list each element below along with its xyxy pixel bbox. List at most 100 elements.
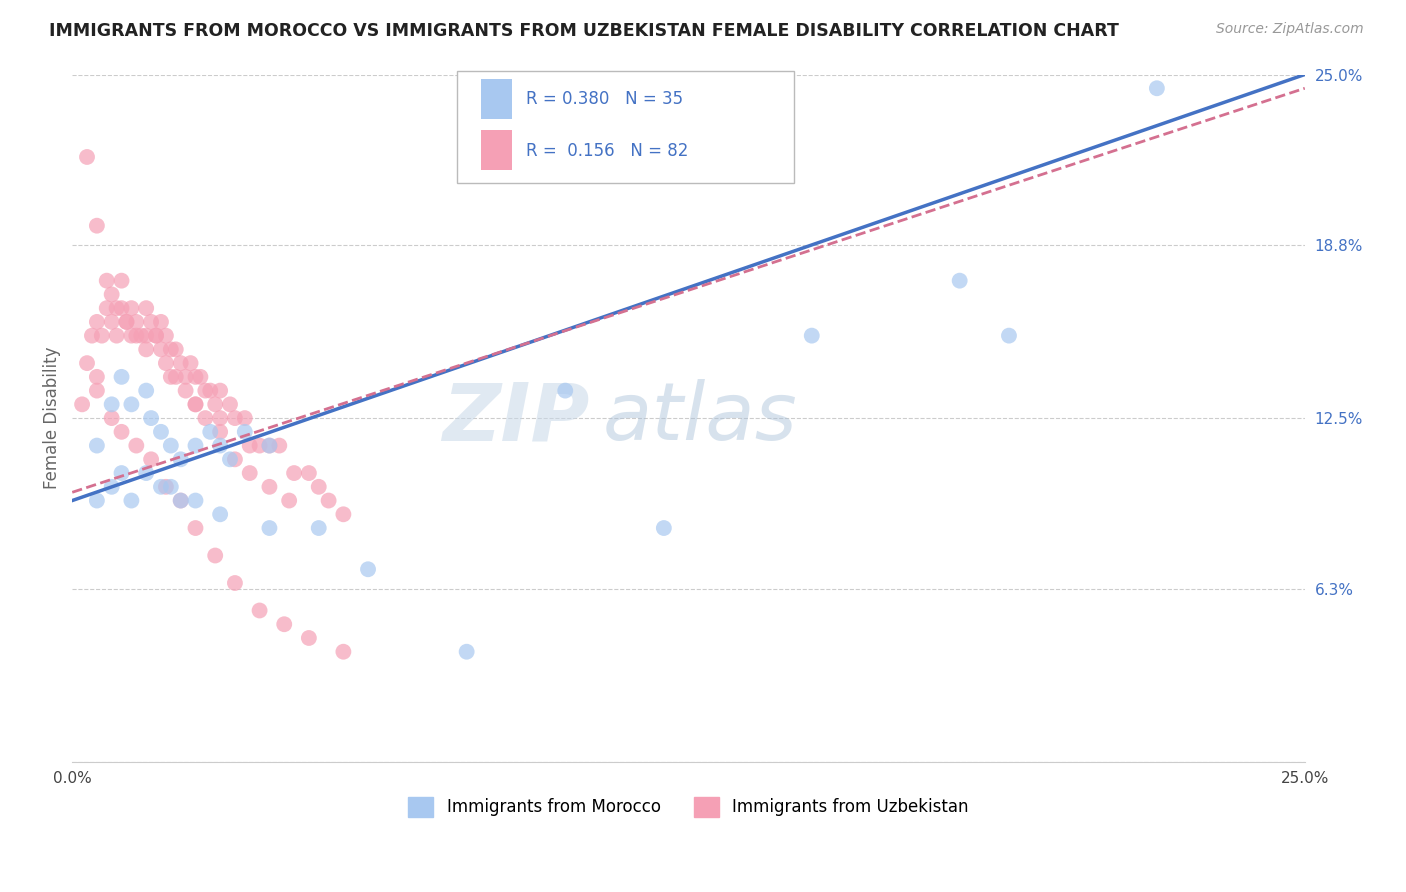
Point xyxy=(96,301,118,315)
Point xyxy=(96,274,118,288)
Point xyxy=(308,480,330,494)
Point xyxy=(115,315,138,329)
Point xyxy=(86,439,108,453)
Point xyxy=(105,301,128,315)
Point xyxy=(120,397,142,411)
Text: ZIP: ZIP xyxy=(443,379,591,457)
Point xyxy=(115,315,138,329)
Point xyxy=(125,439,148,453)
Text: IMMIGRANTS FROM MOROCCO VS IMMIGRANTS FROM UZBEKISTAN FEMALE DISABILITY CORRELAT: IMMIGRANTS FROM MOROCCO VS IMMIGRANTS FR… xyxy=(49,22,1119,40)
Point xyxy=(155,328,177,343)
Point xyxy=(120,493,142,508)
Point xyxy=(278,493,301,508)
Point xyxy=(233,411,256,425)
Point xyxy=(70,397,93,411)
Point xyxy=(800,328,823,343)
Point xyxy=(160,480,183,494)
Point xyxy=(239,439,262,453)
Point xyxy=(129,328,152,343)
Point xyxy=(76,356,98,370)
Point xyxy=(86,219,108,233)
Legend: Immigrants from Morocco, Immigrants from Uzbekistan: Immigrants from Morocco, Immigrants from… xyxy=(402,789,976,823)
Point xyxy=(160,439,183,453)
Point xyxy=(224,576,246,591)
Point xyxy=(135,384,157,398)
Point xyxy=(652,521,675,535)
Point xyxy=(160,369,183,384)
Point xyxy=(139,411,162,425)
Point xyxy=(139,315,162,329)
Y-axis label: Female Disability: Female Disability xyxy=(44,347,60,490)
Point xyxy=(224,452,246,467)
Point xyxy=(145,328,167,343)
Point xyxy=(233,425,256,439)
Point xyxy=(149,425,172,439)
Point xyxy=(184,397,207,411)
Point xyxy=(239,466,262,480)
Point xyxy=(135,466,157,480)
Point xyxy=(86,384,108,398)
Point xyxy=(170,493,193,508)
Point xyxy=(165,343,187,357)
Point xyxy=(200,425,222,439)
Point xyxy=(86,315,108,329)
Point xyxy=(224,411,246,425)
Point xyxy=(155,480,177,494)
Point xyxy=(170,493,193,508)
Point xyxy=(194,384,217,398)
Text: atlas: atlas xyxy=(602,379,797,457)
Point xyxy=(149,480,172,494)
Point xyxy=(1146,81,1168,95)
Point xyxy=(332,508,354,522)
Point xyxy=(456,645,478,659)
Point xyxy=(180,356,202,370)
Point xyxy=(249,439,271,453)
Point xyxy=(998,328,1021,343)
Point xyxy=(283,466,305,480)
Point xyxy=(110,466,132,480)
Point xyxy=(120,328,142,343)
Point xyxy=(219,397,242,411)
Point xyxy=(194,411,217,425)
Point xyxy=(100,287,122,301)
Point xyxy=(100,411,122,425)
Point xyxy=(949,274,972,288)
Point xyxy=(110,274,132,288)
Point xyxy=(125,315,148,329)
Point xyxy=(145,328,167,343)
Point xyxy=(259,480,281,494)
Text: R =  0.156   N = 82: R = 0.156 N = 82 xyxy=(526,142,688,160)
Point xyxy=(135,343,157,357)
Point xyxy=(135,301,157,315)
Point xyxy=(219,452,242,467)
Point xyxy=(209,411,232,425)
Point xyxy=(200,384,222,398)
Point xyxy=(170,356,193,370)
Point xyxy=(125,328,148,343)
Point xyxy=(332,645,354,659)
Point xyxy=(155,356,177,370)
Point xyxy=(139,452,162,467)
Point xyxy=(259,439,281,453)
Point xyxy=(184,439,207,453)
Point xyxy=(90,328,112,343)
Point xyxy=(184,493,207,508)
Point xyxy=(184,521,207,535)
Point xyxy=(100,480,122,494)
Point xyxy=(86,369,108,384)
Point xyxy=(357,562,380,576)
Point xyxy=(120,301,142,315)
Point xyxy=(86,493,108,508)
Point xyxy=(135,328,157,343)
Point xyxy=(259,521,281,535)
Point xyxy=(105,328,128,343)
Point xyxy=(269,439,291,453)
Point xyxy=(170,452,193,467)
Text: R = 0.380   N = 35: R = 0.380 N = 35 xyxy=(526,90,683,108)
Point xyxy=(209,508,232,522)
Point xyxy=(209,439,232,453)
Point xyxy=(184,369,207,384)
Point xyxy=(209,384,232,398)
Point xyxy=(110,369,132,384)
Point xyxy=(554,384,576,398)
